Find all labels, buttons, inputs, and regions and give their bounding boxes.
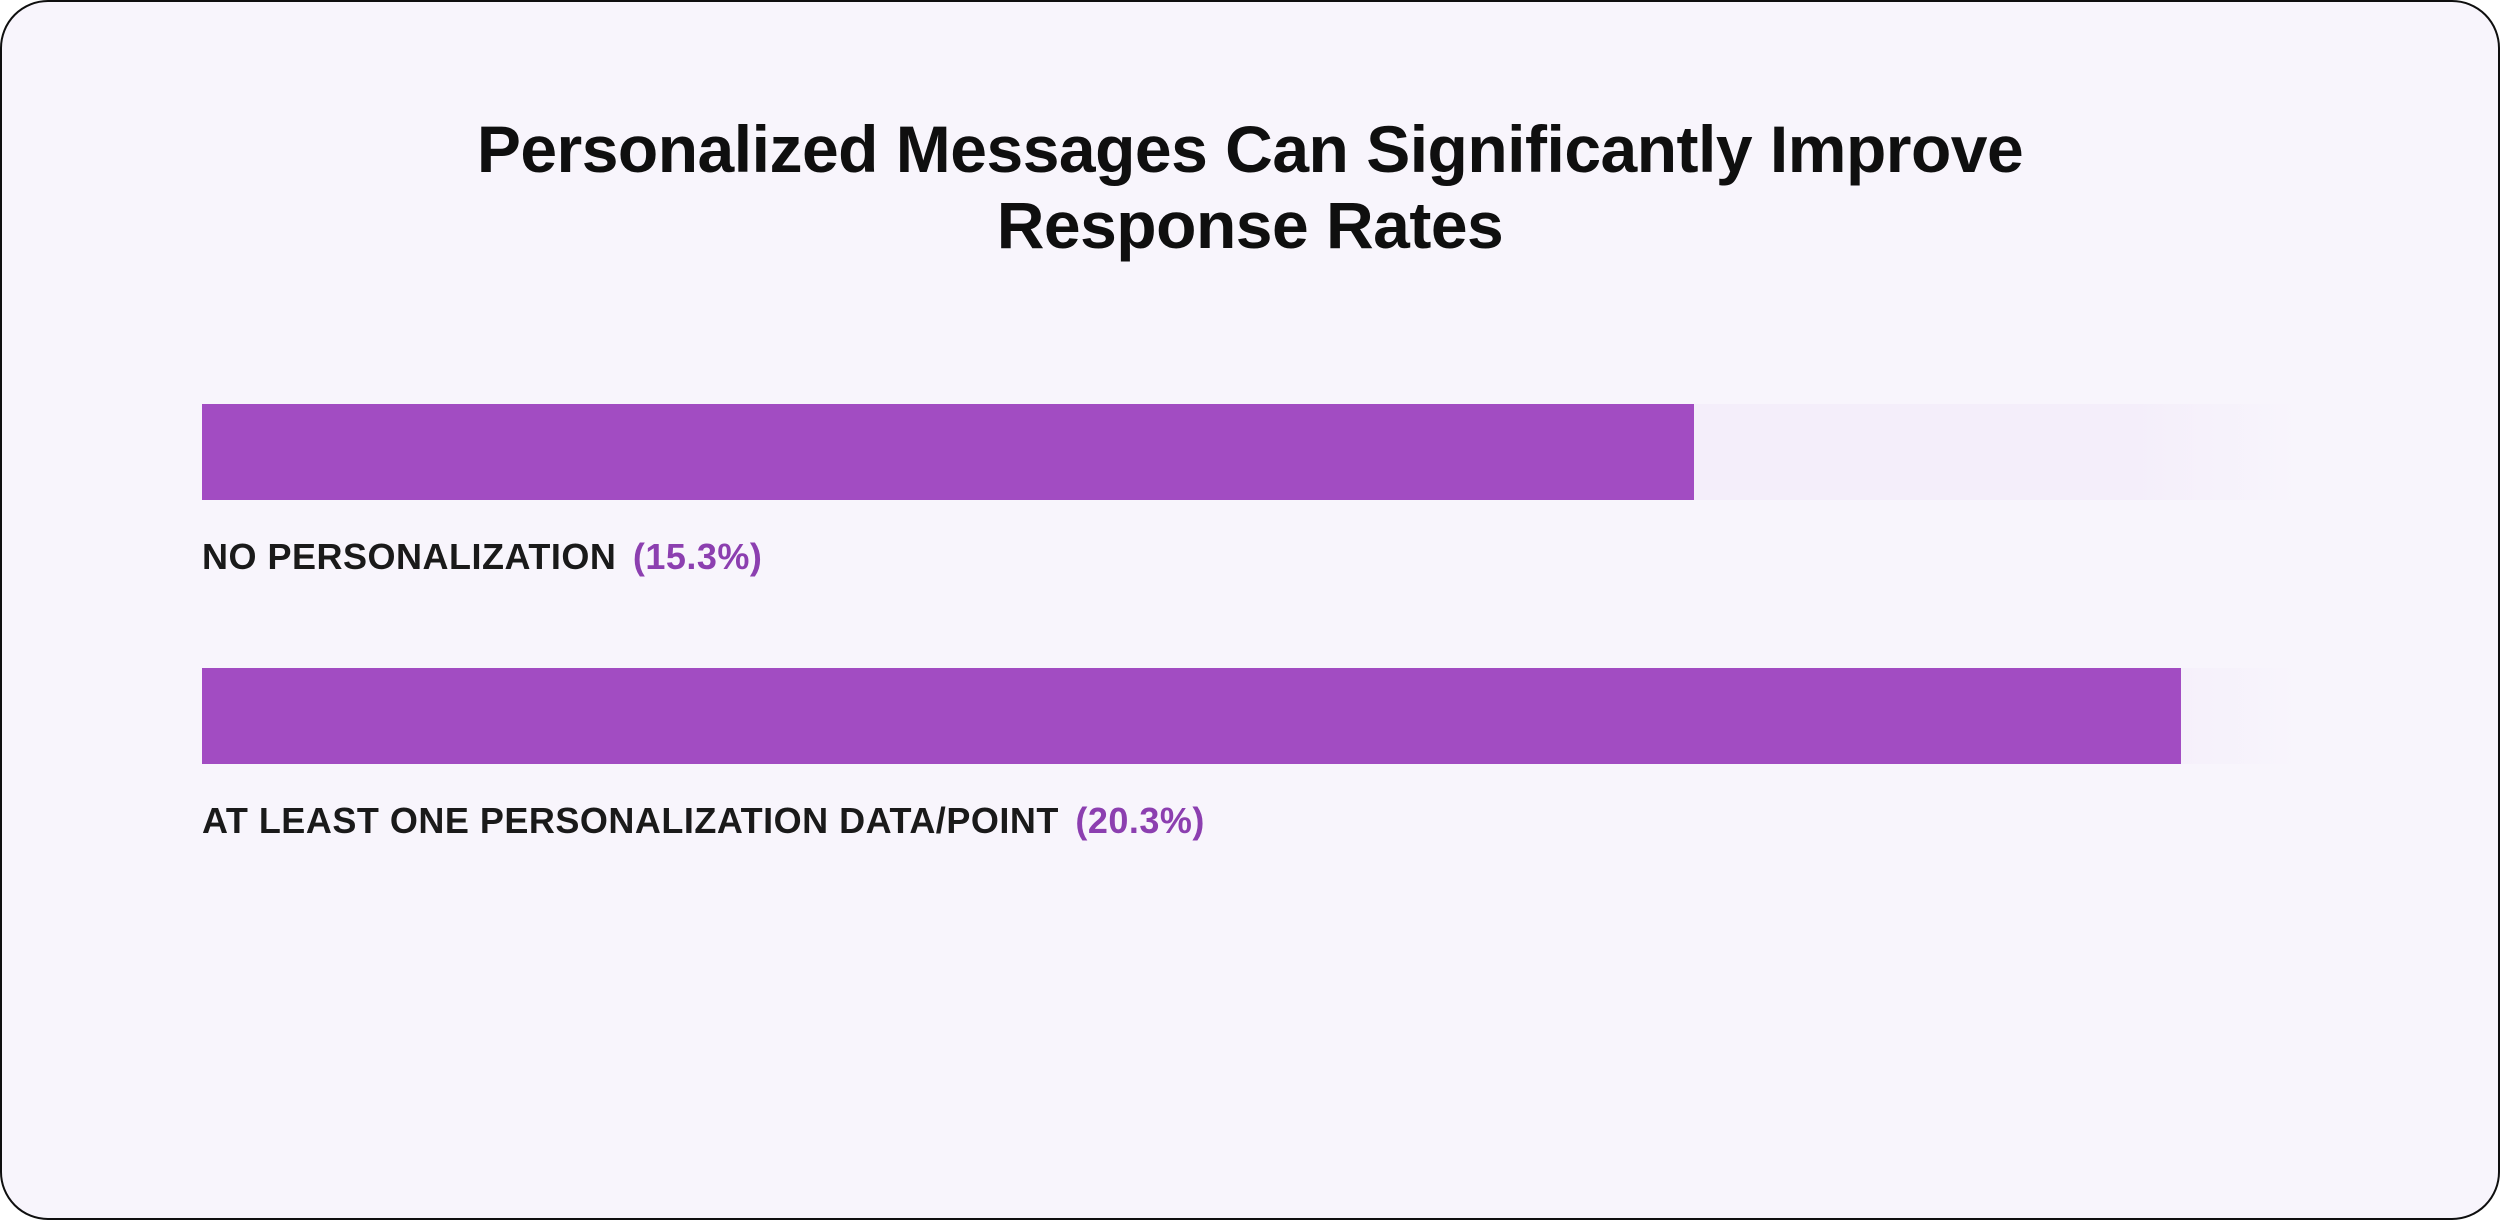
bar-chart: NO PERSONALIZATION (15.3%) AT LEAST ONE …: [202, 404, 2298, 842]
chart-card: Personalized Messages Can Significantly …: [0, 0, 2500, 1220]
bar-fill: [202, 404, 1694, 500]
bar-label: AT LEAST ONE PERSONALIZATION DATA/POINT: [202, 800, 1059, 841]
chart-title: Personalized Messages Can Significantly …: [450, 112, 2050, 264]
bar-caption: AT LEAST ONE PERSONALIZATION DATA/POINT …: [202, 800, 2298, 842]
bar-percent: (15.3%): [633, 536, 763, 577]
bar-track: [202, 404, 2298, 500]
bar-row: NO PERSONALIZATION (15.3%): [202, 404, 2298, 578]
bar-caption: NO PERSONALIZATION (15.3%): [202, 536, 2298, 578]
bar-percent: (20.3%): [1075, 800, 1205, 841]
bar-row: AT LEAST ONE PERSONALIZATION DATA/POINT …: [202, 668, 2298, 842]
bar-fill: [202, 668, 2181, 764]
bar-track: [202, 668, 2298, 764]
bar-label: NO PERSONALIZATION: [202, 536, 616, 577]
